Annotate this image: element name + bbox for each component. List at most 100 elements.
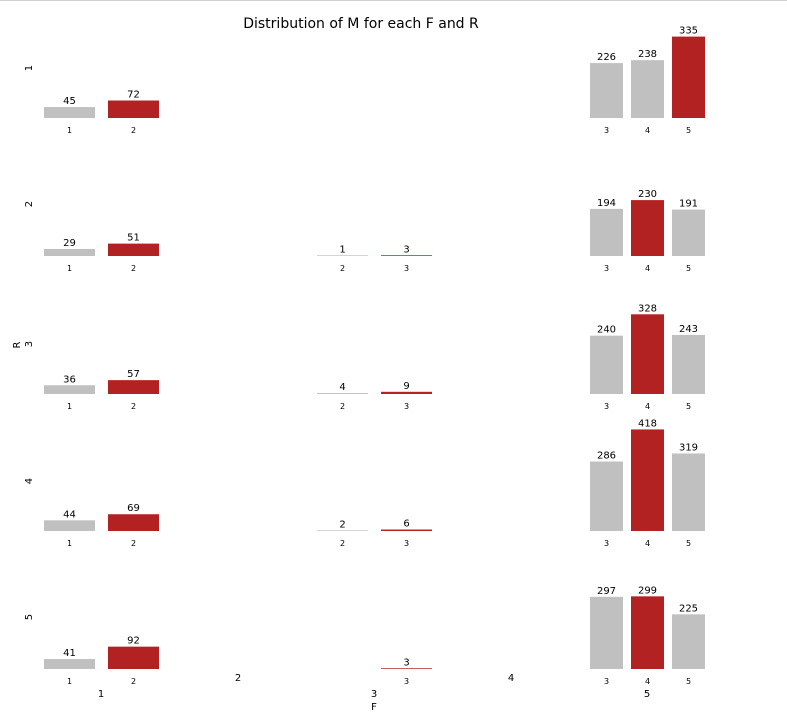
- tick-label-r2-f1-m2: 2: [131, 264, 136, 273]
- tick-label-r4-f1-m1: 1: [67, 539, 72, 548]
- value-label-r4-f5-m5: 319: [679, 442, 698, 453]
- value-label-r2-f5-m4: 230: [638, 189, 657, 200]
- tick-label-r2-f5-m3: 3: [604, 264, 609, 273]
- bar-r4-f5-m4: [631, 429, 664, 531]
- column-label-3: 3: [371, 689, 377, 700]
- value-label-r2-f1-m1: 29: [63, 238, 76, 249]
- bar-r4-f3-m2: [317, 530, 368, 531]
- value-label-r5-f1-m2: 92: [127, 636, 140, 647]
- tick-label-r1-f1-m2: 2: [131, 126, 136, 135]
- value-label-r3-f5-m4: 328: [638, 303, 657, 314]
- bar-r2-f3-m2: [317, 255, 368, 256]
- value-label-r4-f5-m4: 418: [638, 418, 657, 429]
- facet-panel-r2-f3: 1 2 3 3: [317, 244, 432, 273]
- tick-label-r5-f5-m5: 5: [686, 677, 691, 686]
- value-label-r5-f5-m4: 299: [638, 585, 657, 596]
- y-axis-label: R: [12, 341, 23, 348]
- bar-r5-f1-m2: [108, 646, 159, 669]
- value-label-r2-f5-m3: 194: [597, 198, 616, 209]
- bar-r4-f1-m2: [108, 514, 159, 531]
- column-label-4: 4: [508, 673, 514, 684]
- value-label-r5-f1-m1: 41: [63, 648, 76, 659]
- value-label-r3-f3-m2: 4: [339, 382, 345, 393]
- bar-r1-f1-m1: [44, 107, 95, 118]
- tick-label-r1-f5-m4: 4: [645, 126, 650, 135]
- value-label-r4-f1-m2: 69: [127, 503, 140, 514]
- bar-r1-f5-m4: [631, 60, 664, 118]
- facet-row-labels: 1 2 3 4 5: [24, 65, 35, 620]
- tick-label-r5-f3-m3: 3: [404, 677, 409, 686]
- bar-r2-f5-m4: [631, 200, 664, 256]
- row-label-2: 2: [24, 201, 35, 207]
- facet-panel-r5-f3: 33: [381, 657, 432, 686]
- facet-panel-r3-f1: 36 1 57 2: [44, 369, 159, 411]
- tick-label-r4-f3-m3: 3: [404, 539, 409, 548]
- tick-label-r4-f5-m5: 5: [686, 539, 691, 548]
- value-label-r1-f5-m3: 226: [597, 52, 616, 63]
- tick-label-r2-f3-m2: 2: [340, 264, 345, 273]
- value-label-r3-f5-m5: 243: [679, 324, 698, 335]
- value-label-r5-f5-m5: 225: [679, 603, 698, 614]
- tick-label-r5-f5-m4: 4: [645, 677, 650, 686]
- value-label-r2-f1-m2: 51: [127, 233, 140, 244]
- tick-label-r2-f5-m5: 5: [686, 264, 691, 273]
- bar-r5-f5-m4: [631, 596, 664, 669]
- tick-label-r3-f3-m2: 2: [340, 402, 345, 411]
- bar-r1-f5-m5: [672, 36, 705, 118]
- bar-r4-f5-m5: [672, 453, 705, 531]
- value-label-r2-f5-m5: 191: [679, 199, 698, 210]
- bar-r5-f5-m5: [672, 614, 705, 669]
- value-label-r2-f3-m2: 1: [339, 244, 345, 255]
- bar-r5-f1-m1: [44, 659, 95, 669]
- value-label-r4-f3-m3: 6: [403, 519, 409, 530]
- bar-r2-f5-m5: [672, 209, 705, 256]
- facet-panel-r3-f5: 240 3 328 4 243 5: [590, 303, 705, 411]
- tick-label-r4-f5-m4: 4: [645, 539, 650, 548]
- bar-r3-f3-m2: [317, 393, 368, 394]
- tick-label-r2-f1-m1: 1: [67, 264, 72, 273]
- tick-label-r4-f5-m3: 3: [604, 539, 609, 548]
- value-label-r2-f3-m3: 3: [403, 244, 409, 255]
- facet-panel-r3-f3: 4 2 9 3: [317, 381, 432, 411]
- facet-panel-r4-f1: 44 1 69 2: [44, 503, 159, 548]
- bar-r3-f5-m5: [672, 334, 705, 394]
- column-label-1: 1: [98, 689, 104, 700]
- value-label-r4-f1-m1: 44: [63, 509, 76, 520]
- bar-r2-f1-m1: [44, 248, 95, 256]
- value-label-r3-f3-m3: 9: [403, 381, 409, 392]
- value-label-r1-f1-m2: 72: [127, 90, 140, 101]
- facet-column-labels: 1 2 3 4 5: [98, 673, 650, 700]
- facet-panel-r4-f3: 2 2 6 3: [317, 519, 432, 548]
- bar-r4-f5-m3: [590, 461, 623, 531]
- tick-label-r3-f3-m3: 3: [404, 402, 409, 411]
- tick-label-r3-f1-m1: 1: [67, 402, 72, 411]
- value-label-r4-f5-m3: 286: [597, 451, 616, 462]
- x-axis-label: F: [371, 702, 377, 713]
- bar-r1-f1-m2: [108, 100, 159, 118]
- tick-label-r3-f5-m4: 4: [645, 402, 650, 411]
- bar-r5-f3-m3: [381, 668, 432, 669]
- bar-r3-f5-m4: [631, 314, 664, 394]
- bar-r4-f1-m1: [44, 520, 95, 531]
- tick-label-r1-f1-m1: 1: [67, 126, 72, 135]
- tick-label-r3-f5-m5: 5: [686, 402, 691, 411]
- bar-r3-f1-m2: [108, 380, 159, 394]
- value-label-r1-f5-m4: 238: [638, 49, 657, 60]
- tick-label-r4-f1-m2: 2: [131, 539, 136, 548]
- column-label-5: 5: [644, 689, 650, 700]
- row-label-5: 5: [24, 614, 35, 620]
- value-label-r3-f5-m3: 240: [597, 325, 616, 336]
- column-label-2: 2: [235, 673, 241, 684]
- facet-panel-r5-f1: 41 1 92 2: [44, 636, 159, 686]
- tick-label-r2-f5-m4: 4: [645, 264, 650, 273]
- facet-panel-r5-f5: 297 3 299 4 225 5: [590, 585, 705, 686]
- bar-r1-f5-m3: [590, 63, 623, 118]
- facet-panel-r1-f5: 226 3 238 4 335 5: [590, 26, 705, 135]
- bar-r2-f1-m2: [108, 243, 159, 256]
- bar-r3-f1-m1: [44, 385, 95, 394]
- bar-r3-f5-m3: [590, 335, 623, 394]
- row-label-3: 3: [24, 341, 35, 347]
- bar-r3-f3-m3: [381, 391, 432, 394]
- bar-r2-f5-m3: [590, 208, 623, 256]
